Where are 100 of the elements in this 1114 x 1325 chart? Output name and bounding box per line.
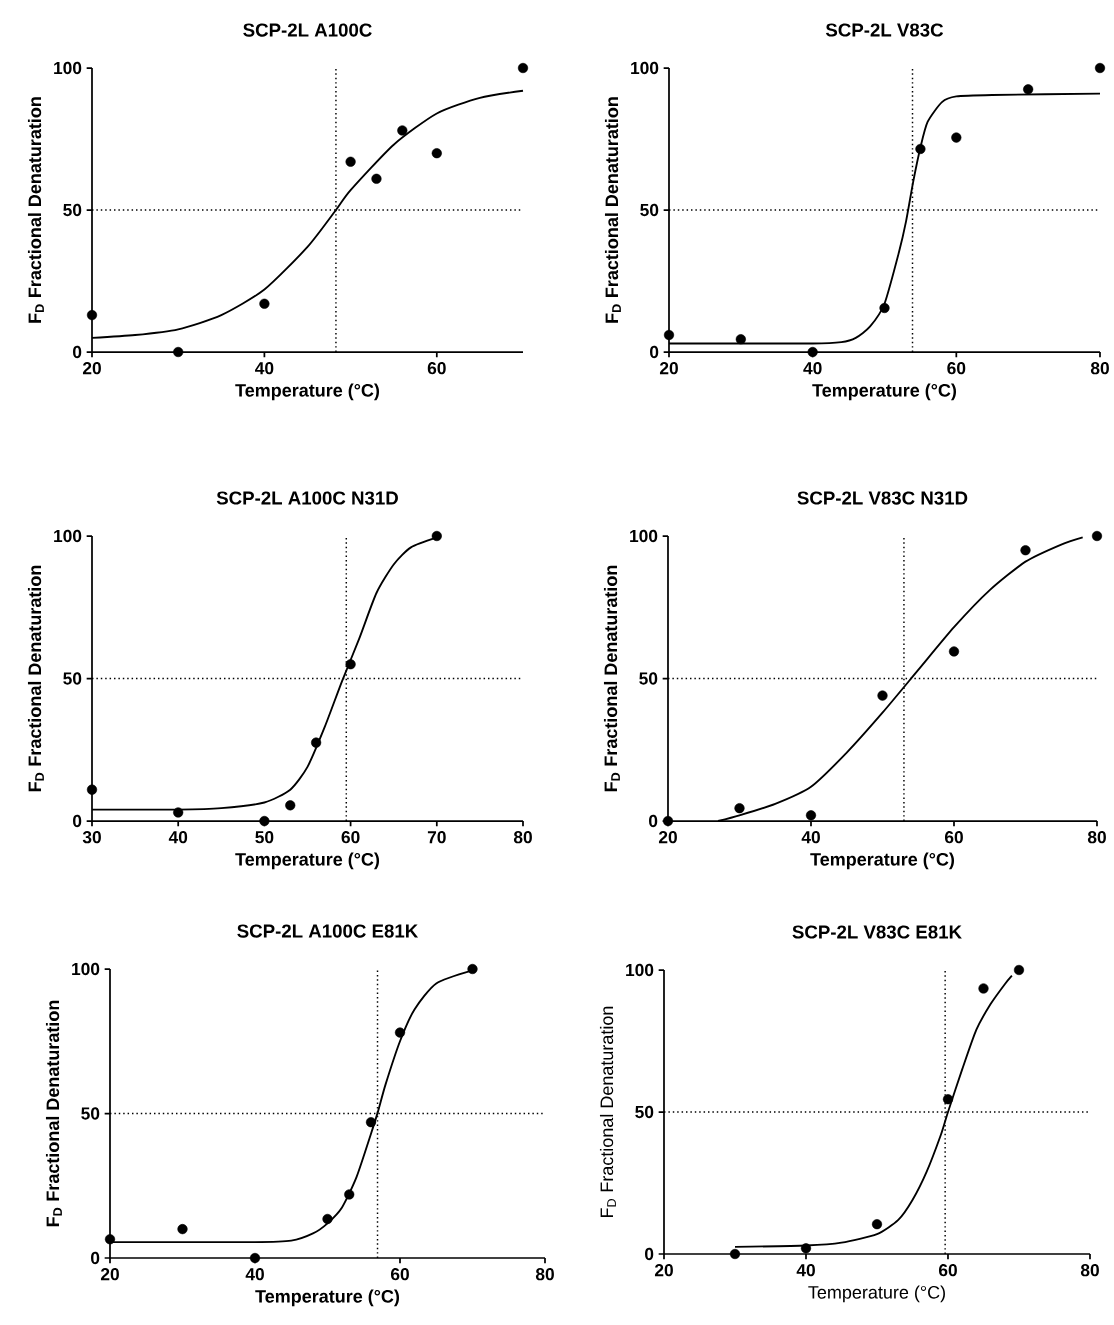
point xyxy=(86,784,98,795)
x-tick-label: 40 xyxy=(801,831,820,844)
x-axis-title: Temperature (°C) xyxy=(812,383,957,401)
y-axis-title: F$_{D}$ Fractional Denaturation xyxy=(27,97,44,323)
chart-title: SCP-2L A100C xyxy=(243,23,372,37)
x-tick-label: 20 xyxy=(659,362,678,375)
y-tick-label: 100 xyxy=(631,61,659,75)
y-tick-label: 0 xyxy=(649,814,658,828)
x-tick-label: 70 xyxy=(427,831,446,844)
y-axis-title: F$_{D}$ Fractional Denaturation xyxy=(27,565,44,792)
x-tick-label: 80 xyxy=(1090,362,1109,375)
y-tick-label: 100 xyxy=(72,962,100,976)
x-tick-label: 60 xyxy=(427,362,446,375)
point xyxy=(1023,84,1034,95)
y-tick-label: 100 xyxy=(54,529,82,543)
point xyxy=(1091,530,1103,542)
point xyxy=(942,1094,954,1105)
x-tick-label: 60 xyxy=(944,831,963,844)
point xyxy=(397,125,408,136)
point xyxy=(1020,545,1031,556)
y-axis-title: F$_{D}$ Fractional Denaturation xyxy=(45,1000,62,1227)
x-axis-title: Temperature (°C) xyxy=(808,1285,945,1303)
point xyxy=(394,1027,406,1038)
x-tick-label: 60 xyxy=(938,1264,957,1277)
point xyxy=(104,1234,116,1245)
y-tick-label: 0 xyxy=(650,345,659,359)
y-tick-label: 50 xyxy=(63,203,82,217)
point xyxy=(431,148,442,159)
x-axis-title: Temperature (°C) xyxy=(810,852,955,870)
point xyxy=(517,62,529,74)
point xyxy=(807,346,818,358)
y-tick-label: 0 xyxy=(73,345,82,359)
x-tick-label: 50 xyxy=(255,831,274,844)
y-tick-label: 50 xyxy=(639,672,658,685)
point xyxy=(951,132,962,143)
point xyxy=(173,346,184,358)
x-tick-label: 40 xyxy=(803,362,822,375)
x-tick-label: 20 xyxy=(658,831,677,844)
x-tick-label: 80 xyxy=(1087,831,1106,844)
y-tick-label: 50 xyxy=(640,203,659,217)
point xyxy=(371,173,382,184)
point xyxy=(805,810,817,821)
y-tick-label: 100 xyxy=(630,529,658,543)
x-tick-label: 60 xyxy=(341,831,360,844)
x-tick-label: 20 xyxy=(82,362,101,375)
x-axis-title: Temperature (°C) xyxy=(235,383,380,401)
x-tick-label: 60 xyxy=(390,1268,409,1281)
point xyxy=(177,1224,188,1235)
x-tick-label: 20 xyxy=(100,1268,119,1281)
x-axis-title: Temperature (°C) xyxy=(235,852,380,870)
x-tick-label: 40 xyxy=(245,1268,264,1281)
y-tick-label: 50 xyxy=(63,672,82,685)
x-tick-label: 40 xyxy=(796,1264,815,1277)
point xyxy=(345,659,356,670)
y-axis-title: F$_{D}$ Fractional Denaturation xyxy=(603,565,620,792)
x-tick-label: 60 xyxy=(947,362,966,375)
point xyxy=(259,815,270,827)
chart-title: SCP-2L A100C E81K xyxy=(237,924,419,938)
y-tick-label: 0 xyxy=(73,814,82,828)
point xyxy=(871,1219,883,1230)
y-axis-title: F$_{D}$ Fractional Denaturation xyxy=(604,97,621,323)
y-tick-label: 50 xyxy=(81,1107,100,1120)
point xyxy=(948,646,960,657)
point xyxy=(1094,62,1106,74)
x-tick-label: 40 xyxy=(255,362,274,375)
point xyxy=(365,1117,377,1128)
x-tick-label: 80 xyxy=(1080,1264,1099,1277)
point xyxy=(311,737,322,748)
chart-title: SCP-2L V83C E81K xyxy=(792,925,962,939)
point xyxy=(249,1252,261,1264)
point xyxy=(662,815,674,827)
x-tick-label: 80 xyxy=(535,1268,554,1281)
y-tick-label: 50 xyxy=(635,1105,654,1119)
point xyxy=(800,1243,812,1254)
point xyxy=(86,310,98,321)
y-tick-label: 0 xyxy=(645,1247,654,1261)
point xyxy=(734,803,745,814)
point xyxy=(285,800,296,811)
x-axis-title: Temperature (°C) xyxy=(255,1289,400,1307)
x-tick-label: 80 xyxy=(513,831,532,844)
point xyxy=(915,143,926,155)
point xyxy=(467,963,478,975)
point xyxy=(344,1189,355,1200)
point xyxy=(663,329,675,341)
point xyxy=(879,302,890,314)
point xyxy=(1013,964,1025,976)
point xyxy=(735,334,746,345)
point xyxy=(729,1248,741,1260)
y-axis-title: F$_{D}$ Fractional Denaturation xyxy=(599,1006,616,1217)
point xyxy=(173,807,184,818)
x-tick-label: 20 xyxy=(654,1264,673,1277)
point xyxy=(877,690,888,701)
point xyxy=(978,983,989,994)
chart-title: SCP-2L A100C N31D xyxy=(216,491,398,505)
x-tick-label: 30 xyxy=(82,831,101,844)
x-tick-label: 40 xyxy=(168,831,188,844)
chart-title: SCP-2L V83C N31D xyxy=(797,491,968,505)
point xyxy=(259,298,270,309)
chart-title: SCP-2L V83C xyxy=(825,23,944,37)
point xyxy=(322,1213,333,1225)
